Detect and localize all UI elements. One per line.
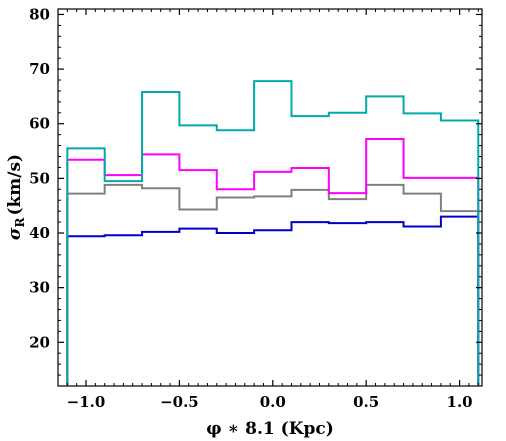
series-step-line <box>66 183 480 386</box>
y-tick-label: 40 <box>29 224 50 242</box>
y-axis-symbol: σ <box>5 227 25 240</box>
series-step-line <box>66 80 480 386</box>
series-step-line <box>66 138 480 386</box>
y-axis-label: σR(km/s) <box>5 154 27 240</box>
plot-frame <box>57 8 483 387</box>
x-tick-label: 0.0 <box>260 393 286 411</box>
y-tick-label: 60 <box>29 115 50 133</box>
tick-layer: 20 30 40 50 60 70 80 −1.0 −0.5 0.0 0.5 1.0 <box>29 5 482 411</box>
series-layer <box>66 80 480 386</box>
x-tick-label: 0.5 <box>353 393 379 411</box>
x-tick-label: −0.5 <box>160 393 199 411</box>
y-tick-label: 70 <box>29 60 50 78</box>
y-axis-subscript: R <box>13 217 27 228</box>
x-axis-label: φ ∗ 8.1 (Kpc) <box>206 419 334 439</box>
y-tick-label: 80 <box>29 5 50 23</box>
y-tick-label: 30 <box>29 279 50 297</box>
x-tick-label: −1.0 <box>67 393 106 411</box>
x-tick-label: 1.0 <box>447 393 473 411</box>
y-tick-label: 20 <box>29 333 50 351</box>
y-axis-unit: (km/s) <box>5 154 25 216</box>
y-tick-label: 50 <box>29 169 50 187</box>
series-step-line <box>66 215 480 386</box>
